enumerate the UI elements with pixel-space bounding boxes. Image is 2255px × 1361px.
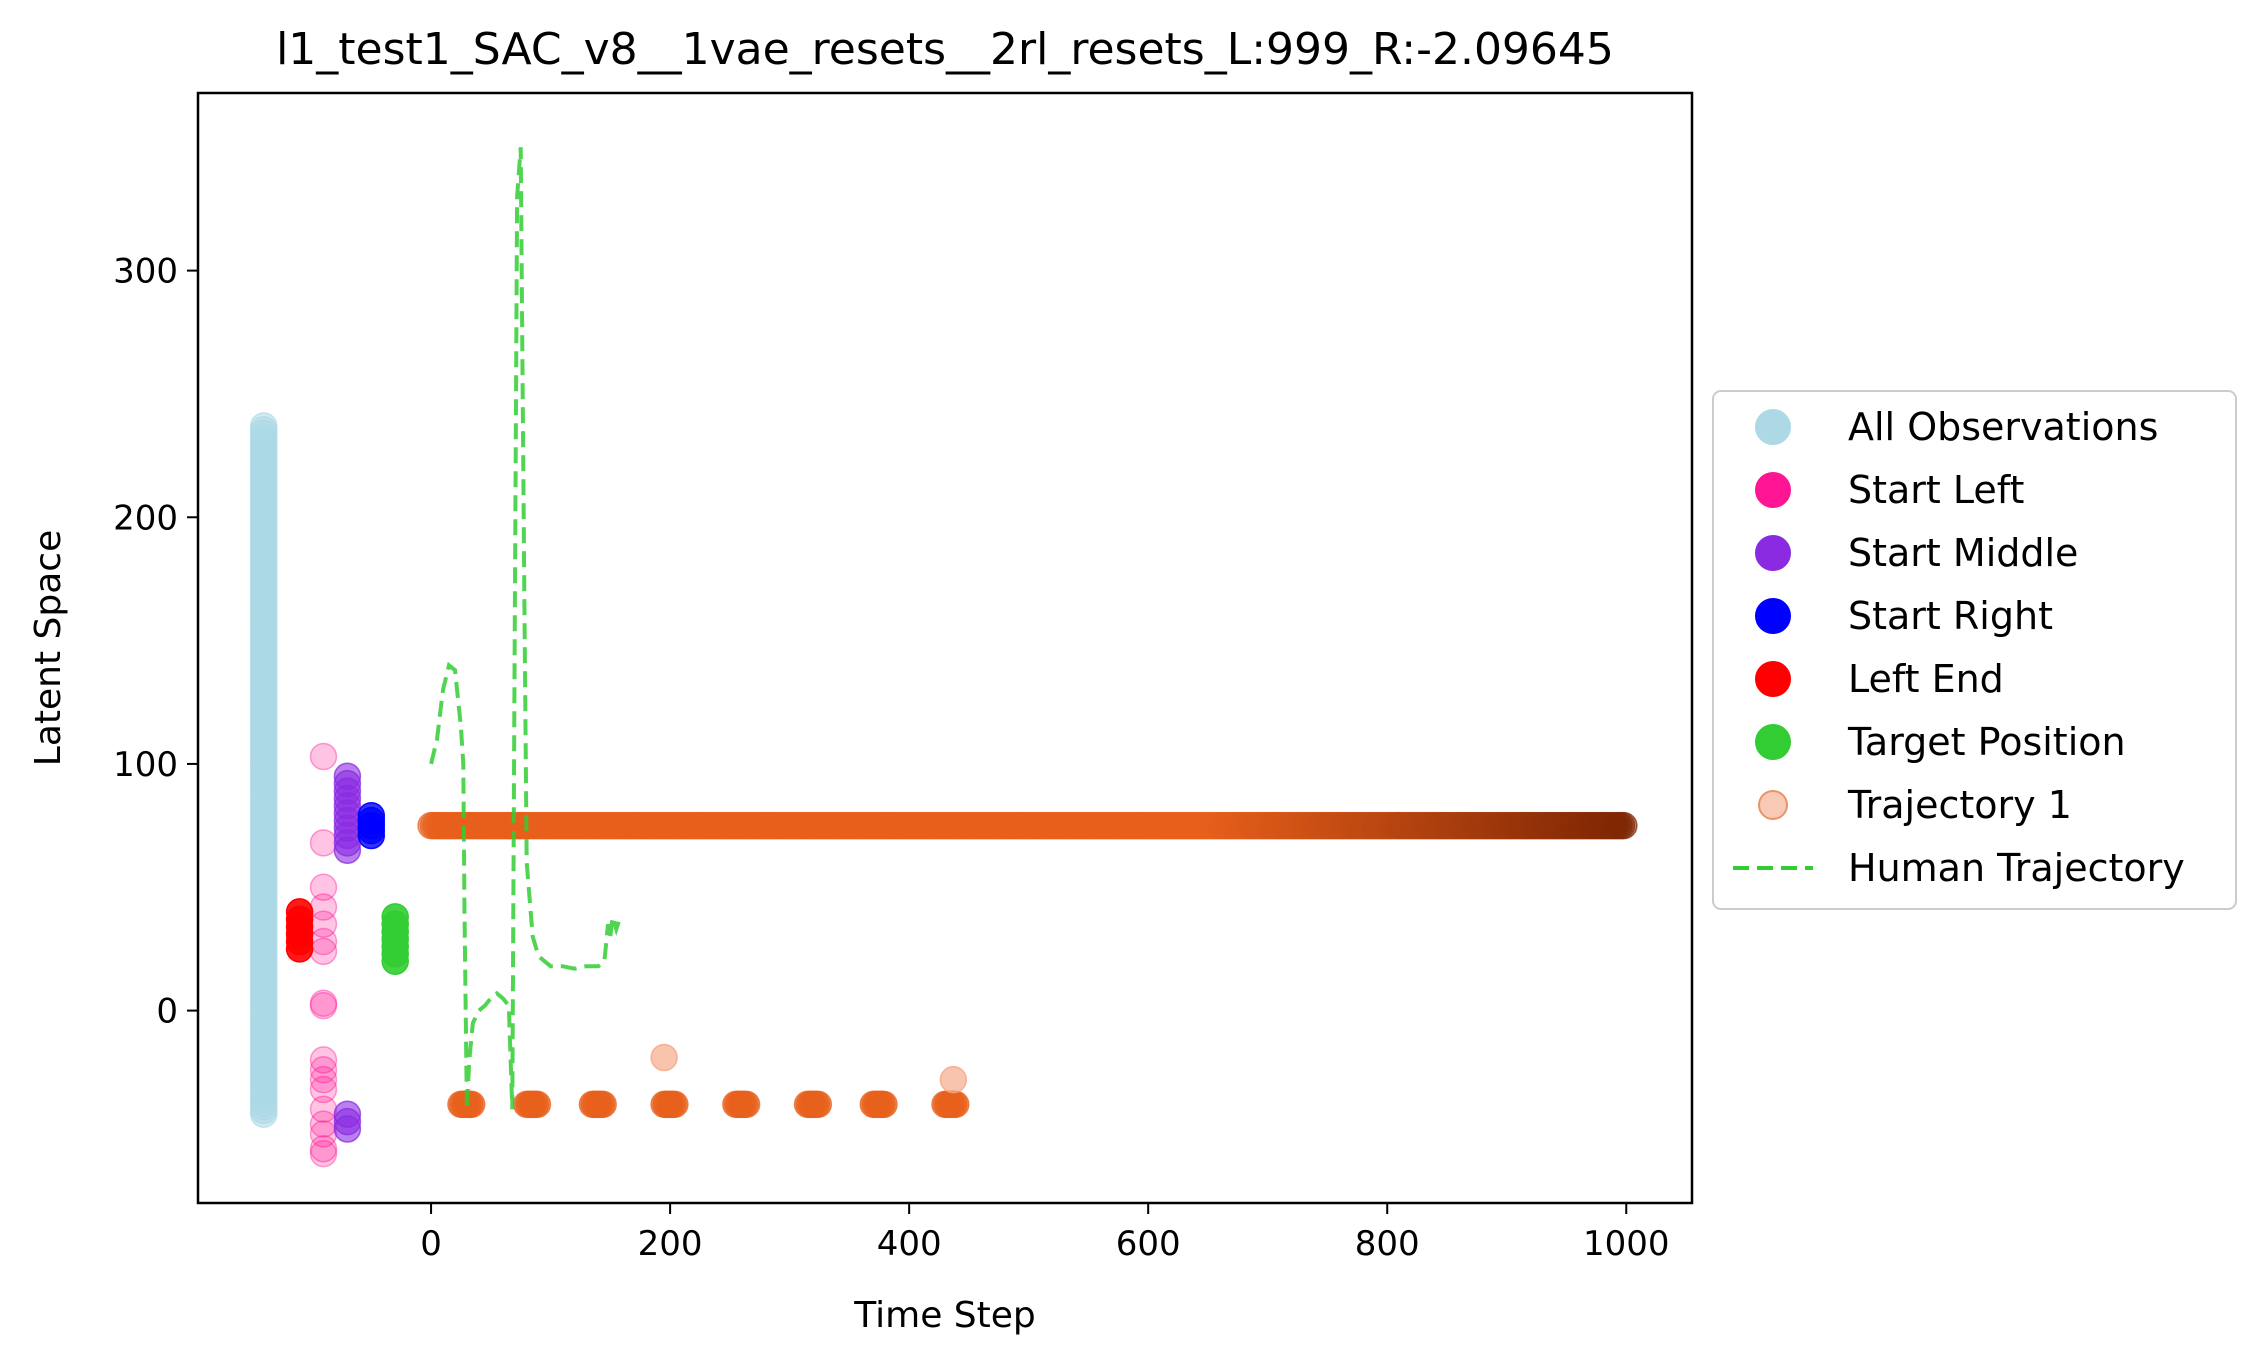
legend-box <box>1712 390 2237 910</box>
series-trajectory-1 <box>417 811 1638 1119</box>
trajectory-1-point <box>650 1043 678 1072</box>
chart-title: l1_test1_SAC_v8__1vae_resets__2rl_resets… <box>276 24 1614 75</box>
legend-marker-swatch <box>1755 661 1791 697</box>
trajectory-1-point <box>942 1090 970 1119</box>
legend-item: Start Left <box>1755 468 2024 512</box>
x-tick-label: 200 <box>638 1224 703 1264</box>
legend-label: Trajectory 1 <box>1847 783 2072 827</box>
legend-marker-swatch <box>1755 409 1791 445</box>
trajectory-1-point <box>457 1090 486 1119</box>
start-left-point <box>309 1134 338 1163</box>
human-trajectory-line <box>429 147 621 1110</box>
y-tick-label: 300 <box>113 252 178 292</box>
x-axis-ticks: 0 200 400 600 800 1000 <box>420 1203 1670 1264</box>
trajectory-1-point <box>523 1090 552 1119</box>
legend-marker-swatch <box>1755 535 1791 571</box>
legend-marker-swatch <box>1758 790 1788 820</box>
start-left-point <box>309 1065 338 1094</box>
x-tick-label: 0 <box>420 1224 442 1264</box>
legend-label: Start Right <box>1848 594 2053 638</box>
plot-frame <box>196 91 1694 1205</box>
trajectory-1-point <box>732 1090 761 1119</box>
trajectory-1-point <box>804 1090 833 1119</box>
start-left-point <box>309 873 338 902</box>
series-start-middle <box>333 762 362 1143</box>
y-tick-label: 100 <box>113 745 178 785</box>
x-tick-label: 1000 <box>1583 1224 1670 1264</box>
trajectory-1-point <box>1610 811 1638 840</box>
all-observations-point <box>249 412 278 440</box>
y-tick-label: 200 <box>113 498 178 538</box>
legend-label: Target Position <box>1847 720 2126 764</box>
legend-item: All Observations <box>1755 405 2158 449</box>
x-tick-label: 800 <box>1355 1224 1420 1264</box>
start-left-point <box>309 1046 338 1074</box>
start-left-point <box>309 1056 338 1084</box>
legend-label: Start Middle <box>1848 531 2078 575</box>
legend-marker-swatch <box>1755 598 1791 634</box>
start-left-point <box>309 937 338 966</box>
start-left-point <box>309 991 338 1020</box>
start-left-point <box>309 829 338 857</box>
start-left-point <box>309 989 338 1017</box>
trajectory-1-point <box>589 1090 617 1119</box>
x-tick-label: 400 <box>877 1224 942 1264</box>
y-axis-ticks: 0 100 200 300 <box>113 252 198 1032</box>
target-position-point <box>381 947 409 976</box>
legend-item: Target Position <box>1755 720 2126 764</box>
start-left-point <box>309 742 338 771</box>
series-left-end <box>285 898 314 963</box>
series-all-observations <box>249 412 278 1128</box>
series-human-trajectory <box>429 147 621 1110</box>
series-target-position <box>381 903 409 976</box>
legend-item: Trajectory 1 <box>1758 783 2072 827</box>
legend-item: Left End <box>1755 657 2004 701</box>
start-middle-point <box>333 836 362 865</box>
start-right-point <box>357 821 386 850</box>
trajectory-1-point <box>939 1065 968 1094</box>
legend-label: Start Left <box>1848 468 2024 512</box>
legend-label: Human Trajectory <box>1848 846 2185 890</box>
start-left-point <box>309 1075 338 1104</box>
start-left-point <box>309 1139 338 1168</box>
legend-marker-swatch <box>1755 724 1791 760</box>
trajectory-1-point <box>661 1090 689 1119</box>
left-end-point <box>285 935 314 963</box>
start-middle-point <box>333 1115 362 1143</box>
plot-layer <box>249 147 1638 1168</box>
legend-label: All Observations <box>1848 405 2158 449</box>
legend-item: Start Right <box>1755 594 2053 638</box>
x-tick-label: 600 <box>1116 1224 1181 1264</box>
trajectory-1-point <box>870 1090 898 1119</box>
legend-label: Left End <box>1848 657 2004 701</box>
legend-marker-swatch <box>1755 472 1791 508</box>
legend-item: Start Middle <box>1755 531 2078 575</box>
legend: All Observations Start Left Start Middle St… <box>1712 390 2237 910</box>
y-axis-label: Latent Space <box>28 530 69 766</box>
legend-item: Human Trajectory <box>1733 846 2185 890</box>
plot-marks <box>249 147 1638 1168</box>
series-start-right <box>357 801 386 850</box>
x-axis-label: Time Step <box>853 1295 1036 1336</box>
series-start-left <box>309 742 338 1168</box>
y-tick-label: 0 <box>156 992 178 1032</box>
